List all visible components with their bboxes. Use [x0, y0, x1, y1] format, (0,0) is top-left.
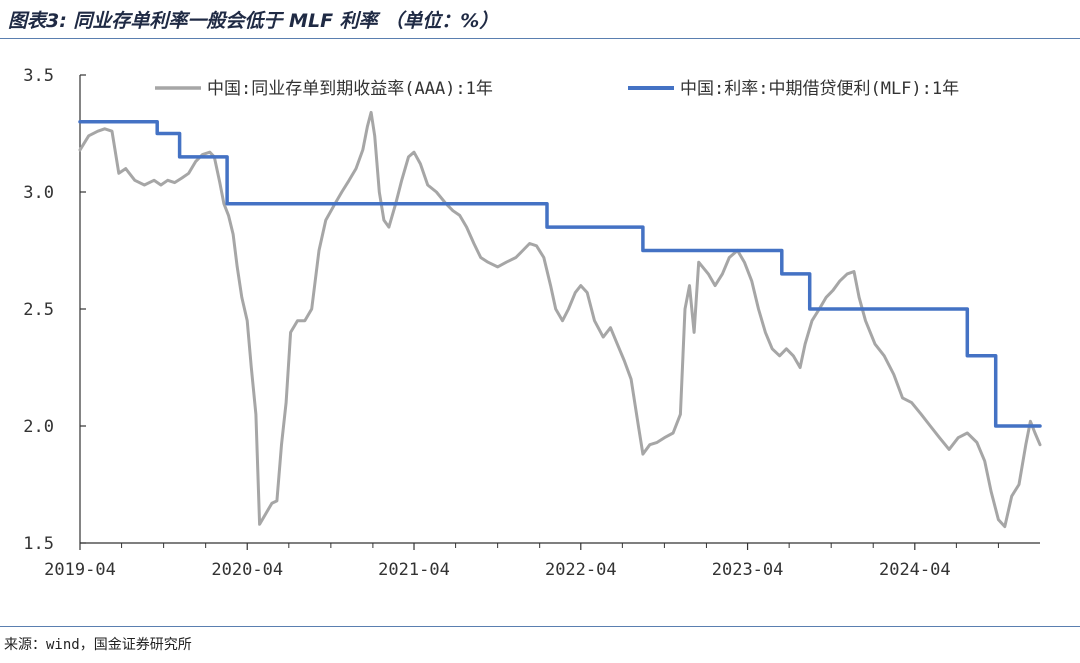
legend: 中国:同业存单到期收益率(AAA):1年 中国:利率:中期借贷便利(MLF):1年 [155, 79, 959, 99]
legend-label: 中国:利率:中期借贷便利(MLF):1年 [680, 79, 959, 99]
x-tick-label: 2019-04 [44, 560, 116, 580]
x-tick-label: 2020-04 [211, 560, 283, 580]
series-line-ncd-yield [78, 110, 1042, 529]
series-lines [78, 110, 1042, 529]
y-tick-label: 3.5 [23, 66, 54, 86]
title-divider [0, 38, 1080, 39]
x-tick-label: 2024-04 [879, 560, 951, 580]
x-axis-ticks: 2019-04 2020-04 2021-04 2022-04 2023-04 2024-… [44, 543, 999, 580]
y-tick-label: 2.0 [23, 417, 54, 437]
x-tick-label: 2021-04 [378, 560, 450, 580]
y-tick-label: 2.5 [23, 300, 54, 320]
chart-title: 图表3: 同业存单利率一般会低于 MLF 利率 （单位：%） [8, 10, 499, 32]
y-tick-label: 1.5 [23, 534, 54, 554]
source-note: 来源：wind，国金证券研究所 [4, 637, 192, 653]
series-line-mlf-rate [78, 120, 1042, 428]
footer-divider [0, 626, 1080, 627]
y-tick-label: 3.0 [23, 183, 54, 203]
x-tick-label: 2023-04 [712, 560, 784, 580]
line-chart: 3.5 3.0 2.5 2.0 1.5 2019-04 2020-04 2021-04 202… [23, 66, 1042, 580]
x-tick-label: 2022-04 [545, 560, 617, 580]
legend-label: 中国:同业存单到期收益率(AAA):1年 [207, 79, 493, 99]
y-axis-ticks: 3.5 3.0 2.5 2.0 1.5 [23, 66, 86, 554]
